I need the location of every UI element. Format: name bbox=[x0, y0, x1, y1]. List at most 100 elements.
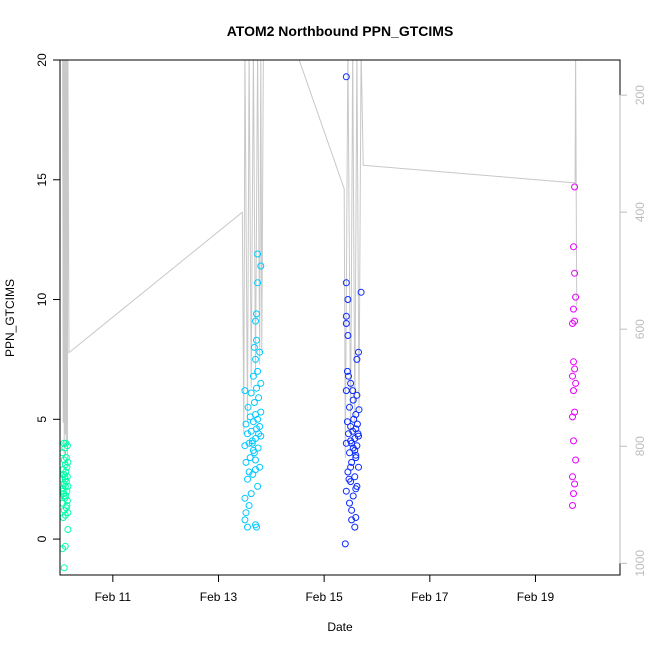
data-point bbox=[569, 372, 576, 380]
plot-frame bbox=[59, 59, 621, 576]
y2-axis: 200 400 600 800 1000 bbox=[619, 85, 647, 577]
data-point bbox=[60, 439, 68, 447]
x-tick-label: Feb 13 bbox=[200, 590, 238, 604]
x-tick-label: Feb 17 bbox=[411, 590, 449, 604]
data-point bbox=[349, 492, 357, 500]
data-point bbox=[571, 269, 579, 277]
data-point bbox=[242, 458, 250, 466]
data-point bbox=[62, 439, 70, 447]
data-point bbox=[250, 343, 258, 351]
data-point bbox=[254, 250, 262, 258]
y2-tick-label: 200 bbox=[633, 85, 647, 105]
data-point bbox=[357, 288, 365, 296]
data-point bbox=[349, 387, 357, 395]
data-point bbox=[254, 367, 262, 375]
data-point bbox=[345, 372, 352, 380]
data-point bbox=[349, 396, 357, 404]
data-point bbox=[241, 387, 249, 395]
data-point bbox=[244, 475, 251, 483]
data-point bbox=[62, 454, 70, 462]
data-point bbox=[572, 293, 580, 301]
data-point bbox=[253, 310, 260, 318]
data-point bbox=[342, 73, 350, 81]
y2-tick-label: 1000 bbox=[633, 550, 647, 577]
data-point bbox=[255, 394, 263, 402]
data-point bbox=[253, 384, 260, 392]
data-point bbox=[347, 379, 355, 387]
data-point bbox=[341, 540, 349, 548]
data-point bbox=[343, 367, 351, 375]
data-point bbox=[344, 296, 352, 303]
data-point bbox=[245, 468, 253, 476]
data-point bbox=[250, 399, 258, 406]
data-point bbox=[355, 463, 362, 471]
data-point bbox=[571, 408, 579, 416]
data-point bbox=[256, 348, 264, 356]
x-tick-label: Feb 19 bbox=[517, 590, 555, 604]
chart-title: ATOM2 Northbound PPN_GTCIMS bbox=[227, 23, 454, 39]
data-point bbox=[252, 317, 259, 325]
data-point bbox=[569, 502, 576, 509]
data-point bbox=[244, 523, 251, 531]
y-tick-label: 20 bbox=[35, 53, 49, 67]
x-tick-label: Feb 11 bbox=[95, 590, 132, 604]
data-point bbox=[64, 482, 72, 490]
data-point bbox=[61, 475, 69, 483]
y-axis: 0 5 10 15 20 bbox=[35, 53, 61, 542]
data-point bbox=[61, 542, 69, 550]
data-point bbox=[344, 332, 352, 339]
data-point bbox=[60, 492, 68, 500]
data-point bbox=[347, 463, 355, 471]
data-point bbox=[569, 473, 576, 481]
data-point bbox=[244, 403, 252, 411]
data-point bbox=[242, 509, 250, 517]
data-point bbox=[342, 320, 350, 327]
data-points bbox=[60, 73, 580, 572]
data-point bbox=[242, 420, 250, 428]
data-point bbox=[257, 379, 265, 387]
data-point bbox=[353, 355, 361, 363]
data-point bbox=[252, 456, 259, 464]
data-point bbox=[241, 516, 249, 524]
y-tick-label: 15 bbox=[35, 173, 49, 187]
data-point bbox=[348, 439, 356, 447]
y-tick-label: 5 bbox=[35, 416, 49, 423]
data-point bbox=[257, 432, 265, 440]
data-point bbox=[257, 408, 265, 416]
data-point bbox=[354, 430, 362, 438]
data-point bbox=[64, 509, 72, 517]
data-point bbox=[249, 372, 257, 380]
data-point bbox=[256, 463, 264, 471]
data-point bbox=[248, 439, 256, 447]
data-point bbox=[256, 423, 264, 430]
data-point bbox=[342, 279, 350, 287]
data-point bbox=[570, 437, 577, 445]
y-tick-label: 10 bbox=[35, 293, 49, 307]
data-point bbox=[345, 475, 353, 483]
data-point bbox=[571, 317, 579, 325]
data-point bbox=[64, 458, 72, 466]
x-tick-label: Feb 15 bbox=[305, 590, 343, 604]
data-point bbox=[63, 502, 71, 509]
data-point bbox=[254, 482, 262, 490]
data-point bbox=[570, 387, 577, 395]
data-point bbox=[571, 365, 579, 373]
x-axis: Feb 11 Feb 13 Feb 15 Feb 17 Feb 19 bbox=[95, 574, 555, 604]
x-axis-label: Date bbox=[327, 620, 353, 634]
data-point bbox=[351, 473, 359, 481]
data-point bbox=[572, 379, 580, 387]
data-point bbox=[255, 430, 263, 438]
data-point bbox=[346, 499, 353, 507]
data-point bbox=[355, 348, 362, 356]
data-point bbox=[572, 456, 580, 464]
depth-track-line bbox=[62, 60, 578, 464]
data-point bbox=[342, 387, 350, 395]
data-point bbox=[352, 514, 360, 521]
data-point bbox=[241, 494, 249, 502]
data-point bbox=[245, 502, 253, 509]
data-point bbox=[247, 389, 255, 397]
data-point bbox=[352, 411, 360, 418]
data-point bbox=[254, 279, 262, 287]
data-point bbox=[352, 485, 360, 493]
